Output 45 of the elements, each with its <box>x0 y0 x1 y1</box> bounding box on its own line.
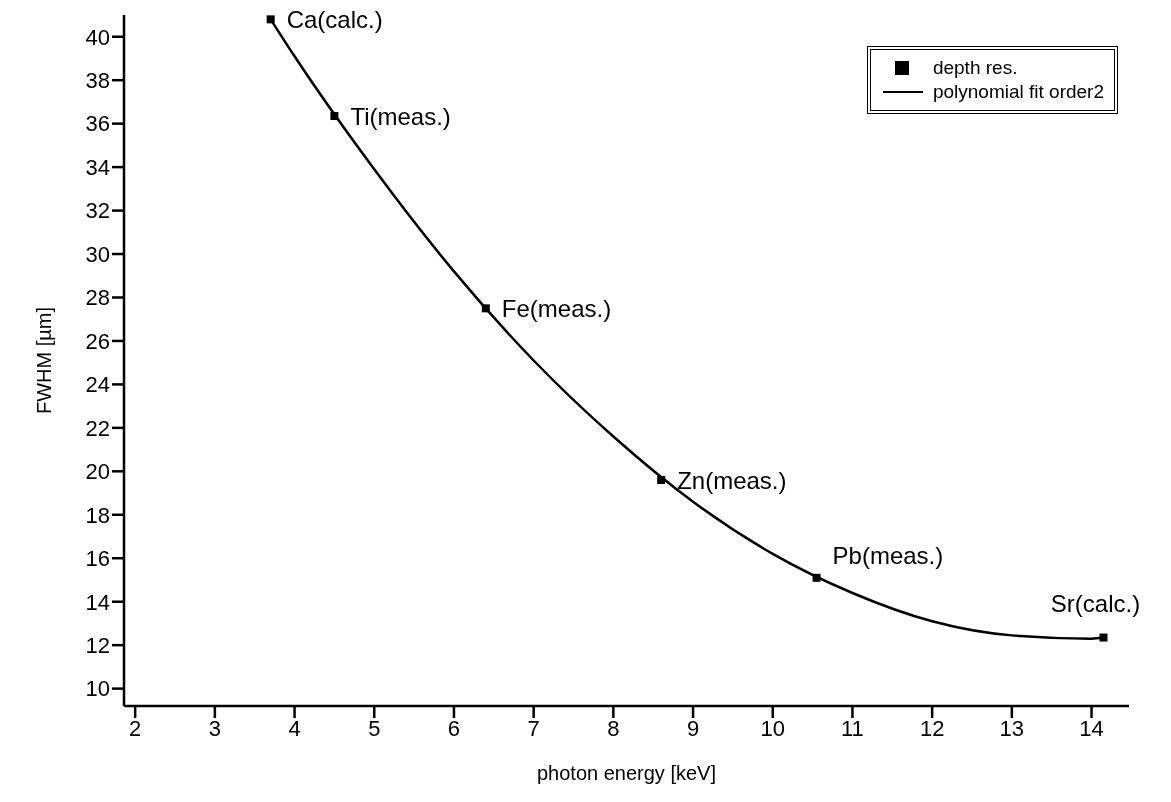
annotation: Sr(calc.) <box>1050 590 1141 618</box>
y-tick-label: 32 <box>85 198 110 224</box>
annotation: Ca(calc.) <box>286 5 383 33</box>
y-tick-label: 12 <box>85 632 110 658</box>
point <box>1099 633 1108 642</box>
x-tick-label: 8 <box>607 715 620 741</box>
annotation: Fe(meas.) <box>501 294 612 322</box>
y-tick-label: 16 <box>85 546 110 572</box>
y-tick-label: 34 <box>85 154 110 180</box>
y-tick-label: 18 <box>85 502 110 528</box>
x-tick-label: 7 <box>527 715 540 741</box>
legend-label: polynomial fit order2 <box>932 81 1104 103</box>
x-tick-label: 11 <box>841 715 864 741</box>
x-tick-label: 12 <box>919 715 945 741</box>
y-axis-title: FWHM [µm] <box>33 306 56 415</box>
annotation: Ti(meas.) <box>350 102 451 130</box>
y-tick-label: 14 <box>85 589 110 615</box>
y-tick-label: 38 <box>85 68 110 93</box>
x-tick-label: 14 <box>1079 715 1104 741</box>
y-tick-label: 10 <box>85 676 110 702</box>
x-tick-label: 3 <box>208 715 221 741</box>
point <box>266 15 275 24</box>
annotation: Zn(meas.) <box>677 466 787 494</box>
point <box>481 304 490 313</box>
legend-label: depth res. <box>932 57 1018 79</box>
y-tick-label: 26 <box>85 328 110 354</box>
y-tick-label: 28 <box>85 285 110 311</box>
point <box>812 573 821 582</box>
y-tick-label: 36 <box>85 111 110 137</box>
x-tick-label: 13 <box>999 715 1025 741</box>
x-tick-label: 10 <box>760 715 785 741</box>
annotation: Pb(meas.) <box>832 542 944 570</box>
x-tick-label: 5 <box>368 715 381 741</box>
y-tick-label: 22 <box>85 415 110 441</box>
y-tick-label: 40 <box>85 24 110 50</box>
point <box>657 476 666 485</box>
y-tick-label: 24 <box>85 372 110 398</box>
x-tick-label: 4 <box>288 715 301 741</box>
y-tick-label: 30 <box>85 241 110 267</box>
point <box>330 112 339 121</box>
y-tick-label: 20 <box>85 459 110 485</box>
x-tick-label: 2 <box>129 715 142 741</box>
x-tick-label: 6 <box>447 715 461 741</box>
x-tick-label: 9 <box>686 715 700 741</box>
x-axis-title: photon energy [keV] <box>536 762 717 784</box>
